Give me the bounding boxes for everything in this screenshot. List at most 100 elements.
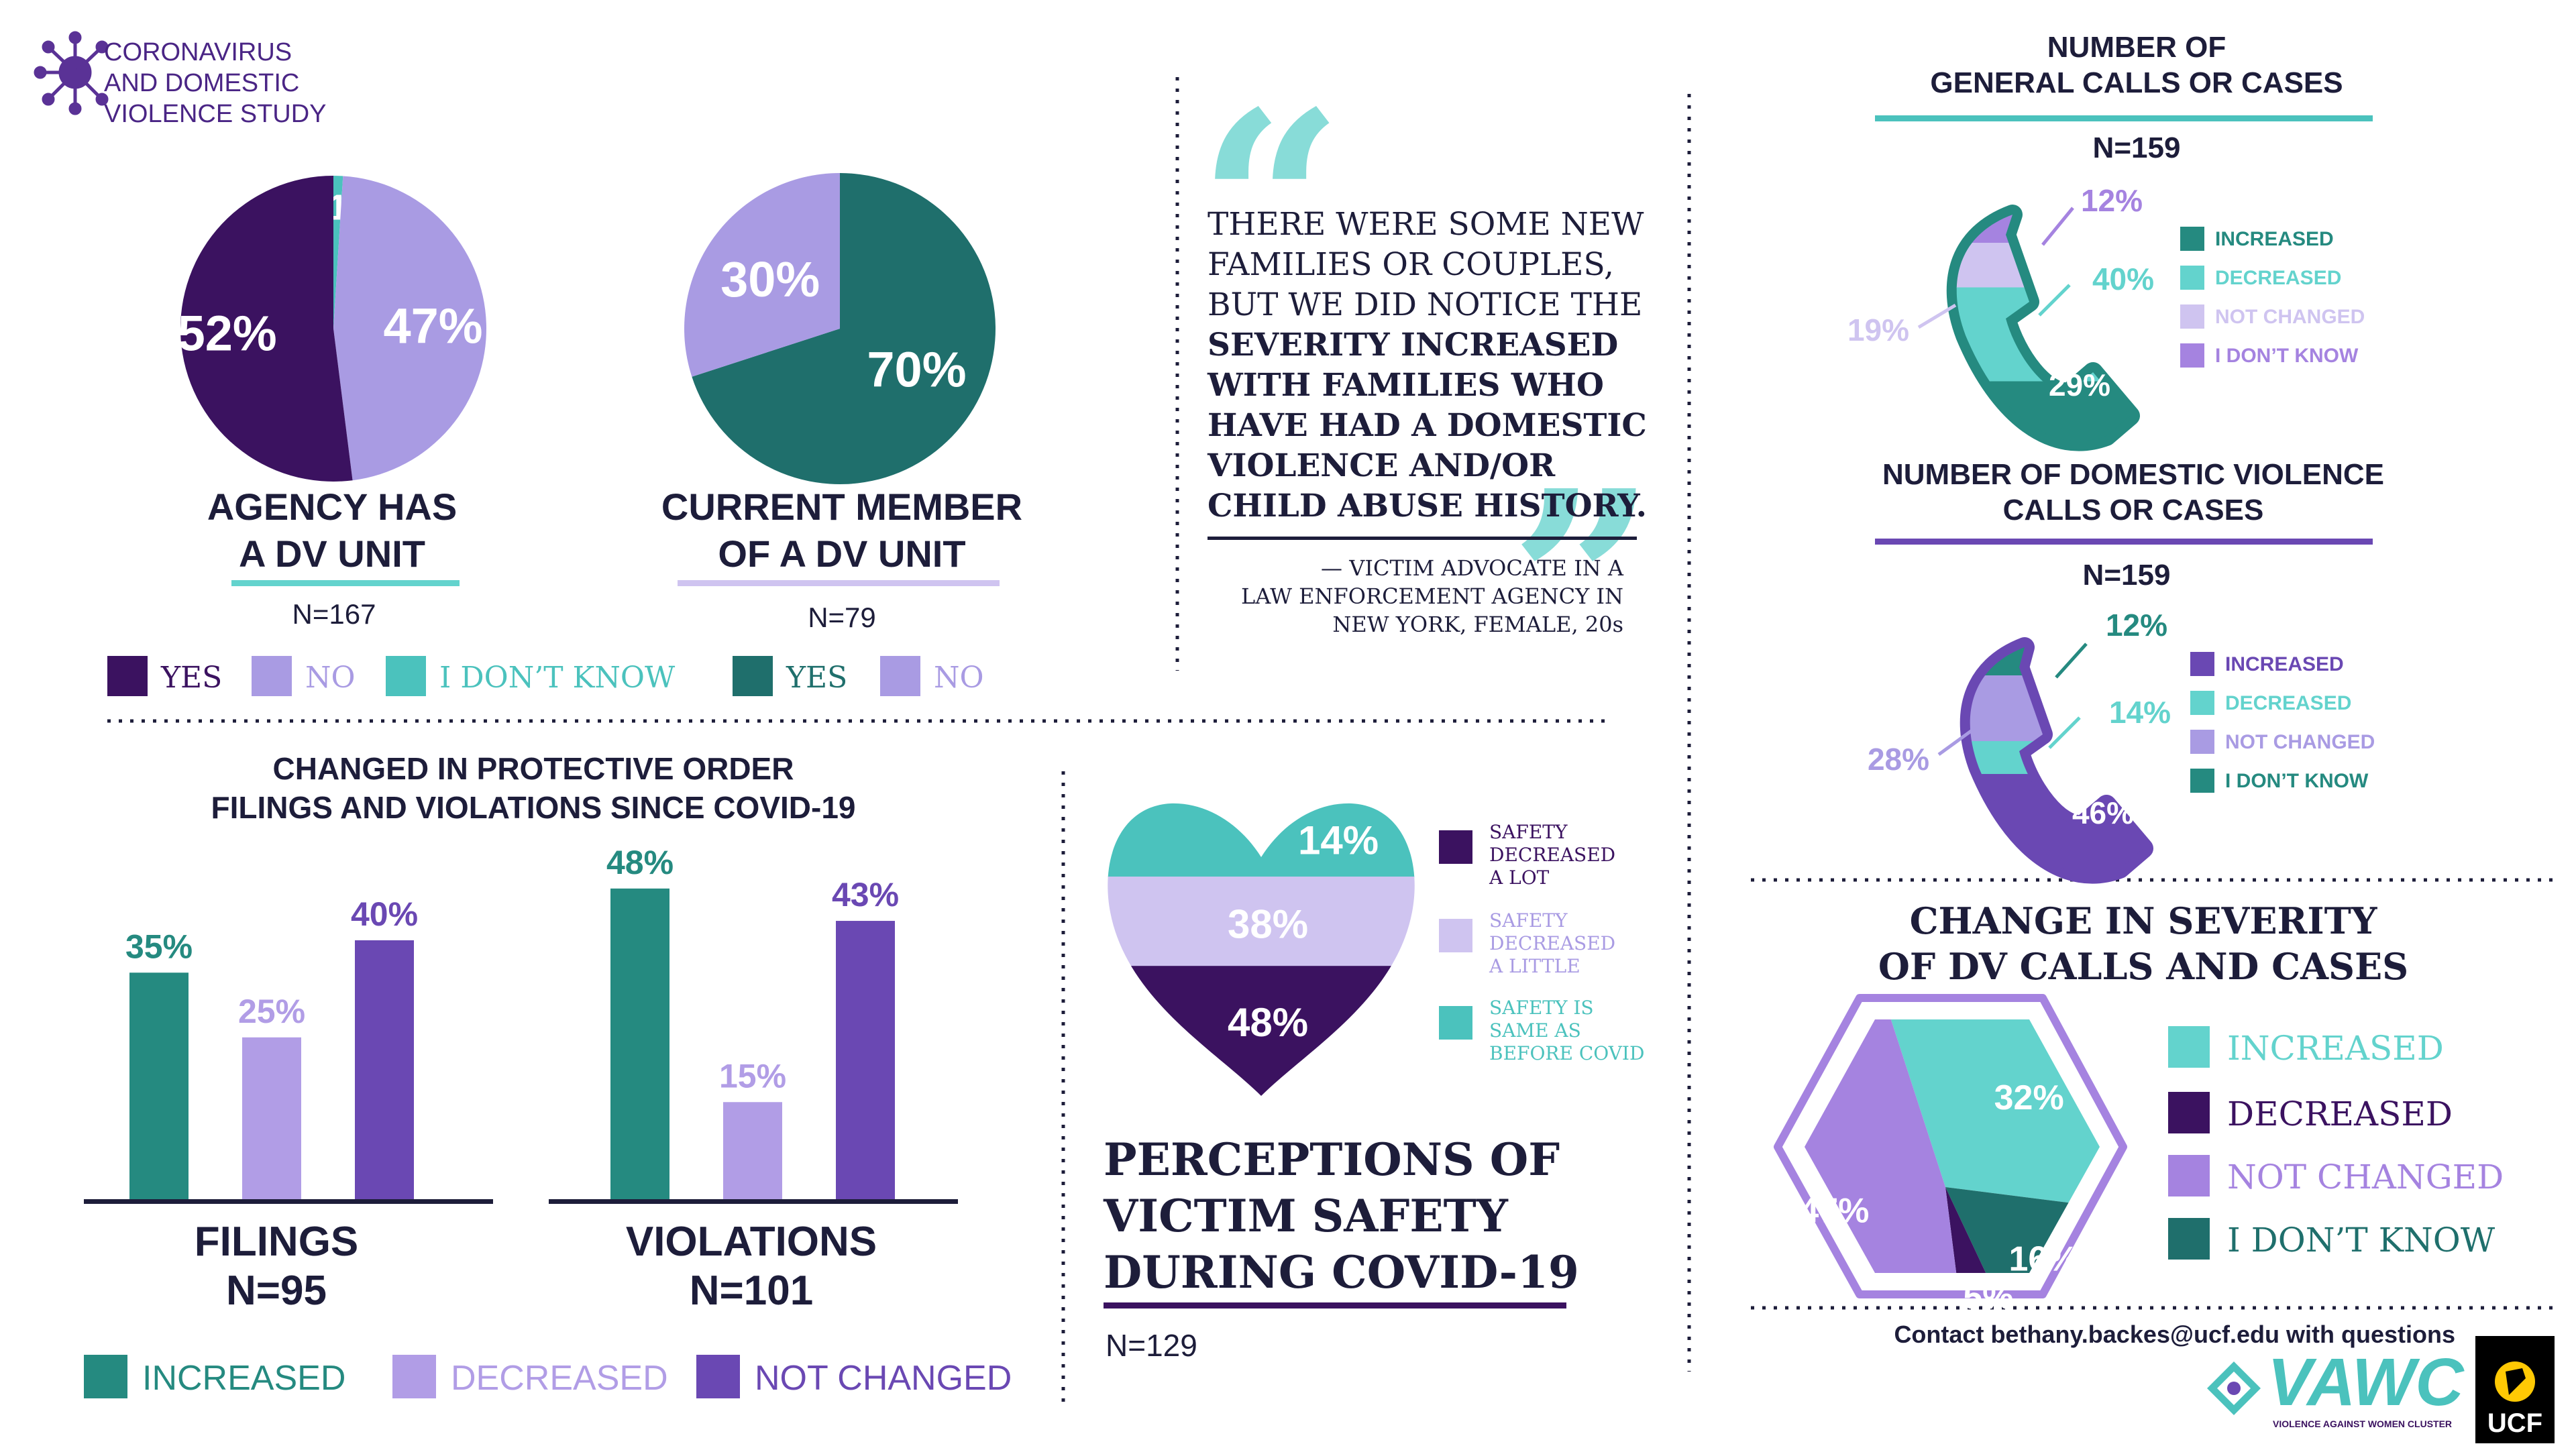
legend-swatch-decreased: [2180, 266, 2204, 290]
vawc-emblem-icon: [2207, 1361, 2261, 1415]
legend-label-a-little-1: SAFETY: [1489, 909, 1568, 932]
pie-slice-yes: [180, 176, 353, 482]
legend-swatch-increased: [84, 1355, 127, 1398]
bar-label-violations-increased: 48%: [606, 844, 674, 881]
legend-swatch-not-changed: [2168, 1155, 2210, 1196]
po-bars: 35% 25% 40% 48% 15% 43%: [125, 844, 899, 1199]
severity-title-line-2: OF DV CALLS AND CASES: [1878, 945, 2408, 988]
legend-swatch-not-changed: [696, 1355, 740, 1398]
pie-label-no: 47%: [383, 298, 482, 353]
safety-title-line-2: VICTIM SAFETY: [1103, 1190, 1509, 1242]
leader-line: [1937, 726, 1977, 757]
pie-slice-no: [684, 173, 840, 377]
quote-line-1: THERE WERE SOME NEW: [1208, 206, 1644, 243]
bar-label-violations-not-changed: 43%: [832, 876, 899, 913]
legend-label-same-1: SAFETY IS: [1489, 997, 1594, 1019]
po-legend: INCREASED DECREASED NOT CHANGED: [84, 1355, 1012, 1398]
bar-label-filings-not-changed: 40%: [351, 895, 418, 933]
member-dv-unit-chart: 70%30% CURRENT MEMBER OF A DV UNIT N=79 …: [661, 173, 1022, 696]
legend-swatch-i-don-t-know: [2190, 769, 2214, 793]
safety-n: N=129: [1106, 1328, 1197, 1363]
legend-swatch-no: [880, 656, 920, 696]
dv-title-underline: [1875, 539, 2373, 545]
legend-label-yes: YES: [160, 661, 222, 695]
legend-swatch-i-don-t-know: [2180, 343, 2204, 368]
dv-title-line-2: CALLS OR CASES: [2003, 494, 2264, 526]
legend-label-not-changed: NOT CHANGED: [2225, 731, 2375, 753]
ucf-logo: UCF: [2475, 1336, 2555, 1443]
leader-line: [2048, 716, 2081, 749]
hex-labels: 32% 16%5% 47%: [1799, 1078, 2078, 1317]
legend-swatch-decreased-a-lot: [1439, 830, 1472, 864]
quote-line-4: SEVERITY INCREASED: [1208, 327, 1618, 364]
agency-dv-unit-chart: 1%47%52% AGENCY HAS A DV UNIT N=167 YES …: [107, 176, 676, 696]
quote-block: “ ” THERE WERE SOME NEW FAMILIES OR COUP…: [1175, 56, 1656, 734]
legend-label-increased: INCREASED: [2225, 653, 2344, 675]
legend-label-dont-know: I DON’T KNOW: [2227, 1221, 2496, 1260]
severity-legend: INCREASED DECREASED NOT CHANGED I DON’T …: [2168, 1026, 2504, 1260]
violations-n: N=101: [690, 1268, 813, 1314]
legend-swatch-decreased-a-little: [1439, 919, 1472, 952]
legend-label-not-changed: NOT CHANGED: [2227, 1158, 2504, 1196]
leader-line: [2055, 643, 2088, 679]
pie-slice-yes: [692, 173, 996, 484]
phone-label-increased: 29%: [2049, 368, 2110, 402]
study-title-line-3: VIOLENCE STUDY: [104, 100, 327, 128]
general-pie-labels: 12% 40% 19% 29%: [1847, 183, 2154, 402]
pie-slice-i-don-t-know: [333, 176, 343, 329]
heart-band-safety-decreased-a-little: [1108, 877, 1415, 967]
quote-attribution-1: — VICTIM ADVOCATE IN A: [1321, 555, 1624, 581]
safety-title-line-3: DURING COVID-19: [1104, 1246, 1579, 1298]
legend-swatch-no: [252, 656, 292, 696]
member-title-line-2: OF A DV UNIT: [718, 533, 965, 575]
heart-label-safety-is-same-as-before-covid: 14%: [1298, 818, 1379, 863]
po-title-line-2: FILINGS AND VIOLATIONS SINCE COVID-19: [211, 790, 856, 825]
safety-title-underline: [1104, 1302, 1566, 1308]
agency-pie: 1%47%52%: [178, 176, 486, 482]
po-title-line-1: CHANGED IN PROTECTIVE ORDER: [273, 751, 794, 786]
filings-n: N=95: [226, 1268, 327, 1314]
legend-swatch-decreased: [2168, 1092, 2210, 1133]
legend-swatch-not-changed: [2180, 304, 2204, 329]
bar-violations-decreased: [723, 1102, 782, 1199]
leader-line: [2038, 284, 2071, 317]
legend-label-no: NO: [305, 661, 356, 695]
agency-n: N=167: [292, 598, 376, 630]
heart-label-safety-decreased-a-lot: 48%: [1228, 1000, 1308, 1045]
agency-legend: YES NO I DON’T KNOW: [107, 656, 676, 696]
phone-label-not-changed: 19%: [1847, 313, 1909, 347]
footer: Contact bethany.backes@ucf.edu with ques…: [1894, 1321, 2555, 1443]
hex-label-increased: 32%: [1994, 1078, 2064, 1117]
legend-label-same-3: BEFORE COVID: [1489, 1042, 1644, 1064]
hex-slice-decreased: [1945, 1187, 2083, 1273]
legend-label-a-lot-1: SAFETY: [1489, 821, 1568, 843]
general-title-line-2: GENERAL CALLS OR CASES: [1930, 66, 2343, 99]
safety-title-line-1: PERCEPTIONS OF: [1104, 1133, 1560, 1186]
heart-labels: 14% 38% 48%: [1228, 818, 1379, 1046]
legend-swatch-dont-know: [2168, 1218, 2210, 1260]
legend-label-i-don-t-know: I DON’T KNOW: [2215, 345, 2359, 367]
leader-line: [2041, 207, 2074, 246]
general-title-underline: [1875, 115, 2373, 121]
quote-line-3: BUT WE DID NOTICE THE: [1208, 286, 1642, 323]
legend-swatch-increased: [2180, 227, 2204, 251]
dv-pie-labels: 12% 14% 28% 46%: [1868, 608, 2171, 830]
study-title-line-2: AND DOMESTIC: [104, 69, 299, 97]
general-n: N=159: [2093, 131, 2181, 164]
legend-label-a-lot-2: DECREASED: [1489, 844, 1615, 866]
quote-attribution-3: NEW YORK, FEMALE, 20s: [1332, 612, 1623, 637]
pie-label-no: 30%: [720, 252, 820, 307]
phone-label-decreased: 14%: [2109, 695, 2171, 730]
violations-axis-line: [549, 1199, 958, 1204]
member-title-line-1: CURRENT MEMBER: [661, 486, 1022, 528]
heart-label-safety-decreased-a-little: 38%: [1228, 902, 1308, 947]
legend-label-decreased: DECREASED: [2225, 692, 2351, 714]
legend-label-decreased: DECREASED: [2227, 1095, 2453, 1133]
filings-axis-line: [84, 1199, 493, 1204]
legend-swatch-same: [1439, 1006, 1472, 1040]
agency-title-line-1: AGENCY HAS: [207, 486, 457, 528]
close-quote-icon: ”: [1509, 435, 1656, 734]
legend-swatch-not-changed: [2190, 730, 2214, 754]
legend-label-dont-know: I DON’T KNOW: [439, 661, 676, 695]
pie-label-yes: 70%: [867, 341, 966, 397]
